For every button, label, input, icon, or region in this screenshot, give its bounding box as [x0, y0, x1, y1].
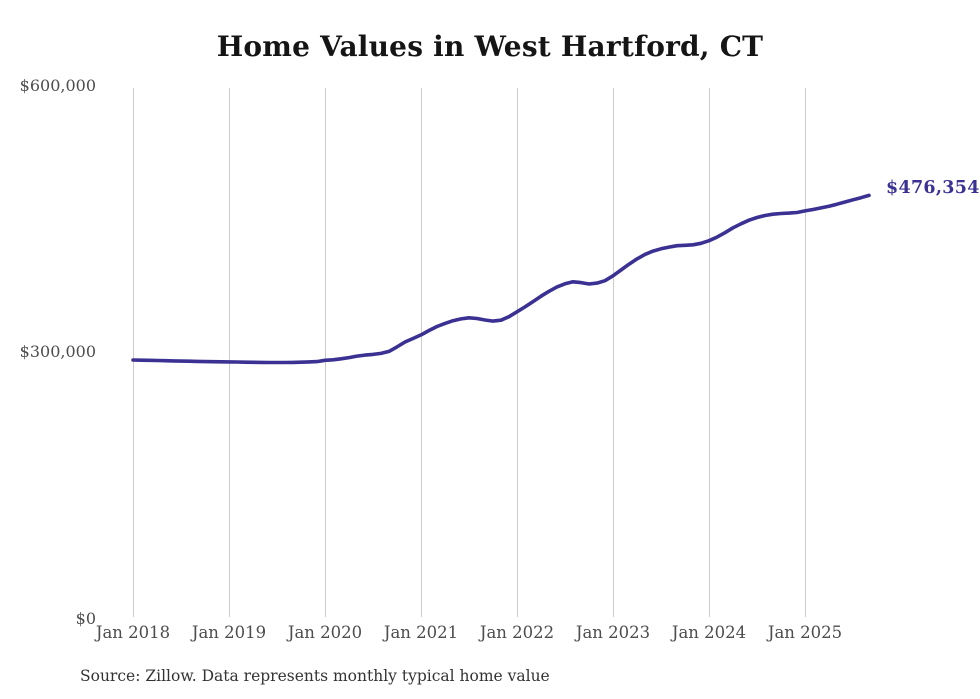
x-tick-label: Jan 2020	[287, 623, 363, 642]
x-tick-label: Jan 2018	[95, 623, 171, 642]
gridline	[708, 88, 710, 617]
gridline	[804, 88, 806, 617]
y-tick-label: $0	[75, 609, 96, 628]
gridline	[228, 88, 230, 617]
home-value-line	[131, 193, 871, 365]
x-tick-label: Jan 2025	[767, 623, 843, 642]
x-tick-label: Jan 2019	[191, 623, 267, 642]
source-note: Source: Zillow. Data represents monthly …	[80, 667, 550, 685]
latest-value-label: $476,354	[886, 178, 980, 198]
chart-title: Home Values in West Hartford, CT	[216, 30, 764, 63]
gridline	[516, 88, 518, 617]
x-tick-label: Jan 2023	[575, 623, 651, 642]
gridline	[132, 88, 134, 617]
gridline	[324, 88, 326, 617]
gridline	[420, 88, 422, 617]
gridline	[612, 88, 614, 617]
x-tick-label: Jan 2021	[383, 623, 459, 642]
y-tick-label: $300,000	[19, 342, 96, 362]
x-tick-label: Jan 2024	[671, 623, 747, 642]
y-tick-label: $600,000	[19, 75, 96, 95]
x-tick-label: Jan 2022	[479, 623, 555, 642]
